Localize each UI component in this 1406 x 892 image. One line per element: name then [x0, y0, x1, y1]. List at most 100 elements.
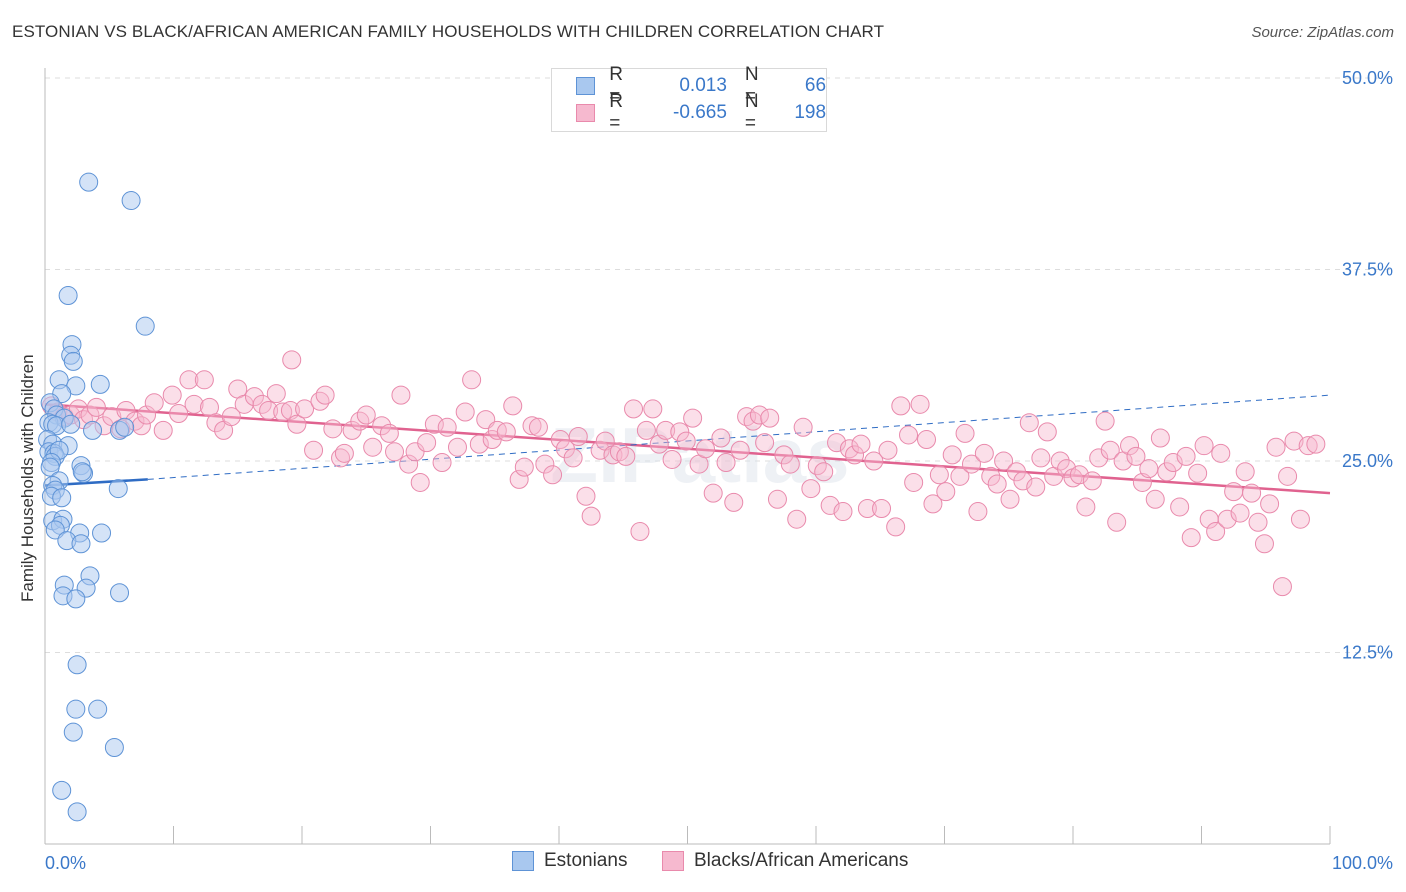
data-point-black: [424, 414, 444, 434]
data-point-black: [910, 394, 930, 414]
data-point-estonian: [79, 172, 99, 192]
data-point-black: [315, 385, 335, 405]
data-point-black: [391, 385, 411, 405]
data-point-estonian: [63, 722, 83, 742]
data-point-black: [1188, 463, 1208, 483]
y-tick-label: 12.5%: [1342, 643, 1393, 663]
data-point-black: [1139, 459, 1159, 479]
data-point-black: [630, 521, 650, 541]
data-point-black: [936, 482, 956, 502]
data-point-black: [1031, 448, 1051, 468]
tick-labels: 12.5% 25.0% 37.5% 50.0% 0.0% 100.0%: [45, 68, 1393, 873]
data-point-black: [576, 486, 596, 506]
data-point-black: [417, 433, 437, 453]
series-legend-label: Estonians: [544, 850, 628, 871]
data-point-black: [730, 440, 750, 460]
data-point-black: [1145, 489, 1165, 509]
data-point-black: [616, 446, 636, 466]
data-point-black: [179, 370, 199, 390]
data-point-black: [886, 517, 906, 537]
data-point-black: [1126, 446, 1146, 466]
y-tick-label: 37.5%: [1342, 260, 1393, 280]
data-point-black: [1026, 477, 1046, 497]
data-point-black: [287, 414, 307, 434]
data-point-black: [981, 466, 1001, 486]
data-point-black: [801, 479, 821, 499]
data-point-black: [144, 393, 164, 413]
data-point-black: [323, 419, 343, 439]
data-point-black: [942, 445, 962, 465]
data-point-black: [363, 437, 383, 457]
data-point-black: [137, 405, 157, 425]
data-point-black: [1248, 512, 1268, 532]
black-legend-icon: [662, 851, 684, 871]
data-point-black: [1037, 422, 1057, 442]
data-point-black: [1306, 434, 1326, 454]
legend-r-label: R =: [609, 64, 624, 107]
data-point-black: [994, 451, 1014, 471]
data-point-black: [929, 465, 949, 485]
chart-title: ESTONIAN VS BLACK/AFRICAN AMERICAN FAMIL…: [12, 22, 885, 41]
data-point-black: [372, 416, 392, 436]
data-point-black: [194, 370, 214, 390]
data-point-black: [462, 370, 482, 390]
data-point-black: [1278, 466, 1298, 486]
data-point-black: [514, 457, 534, 477]
data-point-estonian: [110, 583, 130, 603]
data-point-black: [259, 400, 279, 420]
data-point-black: [522, 416, 542, 436]
data-point-estonian: [66, 699, 86, 719]
data-point-black: [295, 399, 315, 419]
legend-n-label: N =: [744, 91, 759, 134]
data-point-black: [974, 443, 994, 463]
data-point-black: [878, 440, 898, 460]
data-point-black: [273, 402, 293, 422]
data-point-black: [399, 454, 419, 474]
data-point-black: [917, 430, 937, 450]
data-point-black: [469, 434, 489, 454]
data-point-black: [839, 439, 859, 459]
data-point-black: [1057, 459, 1077, 479]
data-point-black: [1120, 436, 1140, 456]
estonians-swatch-icon: [576, 77, 596, 95]
data-point-black: [282, 350, 302, 370]
data-point-estonian: [52, 488, 72, 508]
data-point-black: [1284, 431, 1304, 451]
data-point-black: [1298, 436, 1318, 456]
data-point-black: [857, 498, 877, 518]
data-point-black: [676, 431, 696, 451]
data-point-black: [1163, 453, 1183, 473]
correlation-legend: R = 0.013 N = 66 R = -0.665 N = 198: [551, 64, 827, 134]
legend-r-value: 0.013: [679, 75, 727, 96]
data-point-black: [891, 396, 911, 416]
data-point-black: [1082, 471, 1102, 491]
data-point-black: [724, 492, 744, 512]
data-point-black: [845, 445, 865, 465]
data-point-black: [1254, 534, 1274, 554]
data-point-black: [767, 489, 787, 509]
data-point-black: [904, 472, 924, 492]
data-point-black: [716, 453, 736, 473]
data-point-black: [864, 451, 884, 471]
data-point-black: [244, 387, 264, 407]
data-point-black: [1013, 471, 1033, 491]
legend-n-value: 198: [794, 102, 827, 123]
data-point-black: [787, 509, 807, 529]
data-point-black: [543, 465, 563, 485]
data-point-black: [1019, 413, 1039, 433]
black-swatch-icon: [576, 104, 596, 122]
data-point-black: [503, 396, 523, 416]
data-point-black: [670, 422, 690, 442]
series-legend-estonians[interactable]: Estonians: [512, 850, 627, 872]
data-point-black: [1176, 446, 1196, 466]
legend-n-value: 66: [804, 75, 827, 96]
data-point-black: [703, 483, 723, 503]
series-legend-black[interactable]: Blacks/African Americans: [662, 850, 908, 872]
data-point-black: [356, 405, 376, 425]
data-point-black: [793, 417, 813, 437]
data-point-black: [379, 423, 399, 443]
data-point-estonian: [121, 191, 141, 211]
estonians-legend-icon: [512, 851, 534, 871]
data-point-black: [535, 454, 555, 474]
